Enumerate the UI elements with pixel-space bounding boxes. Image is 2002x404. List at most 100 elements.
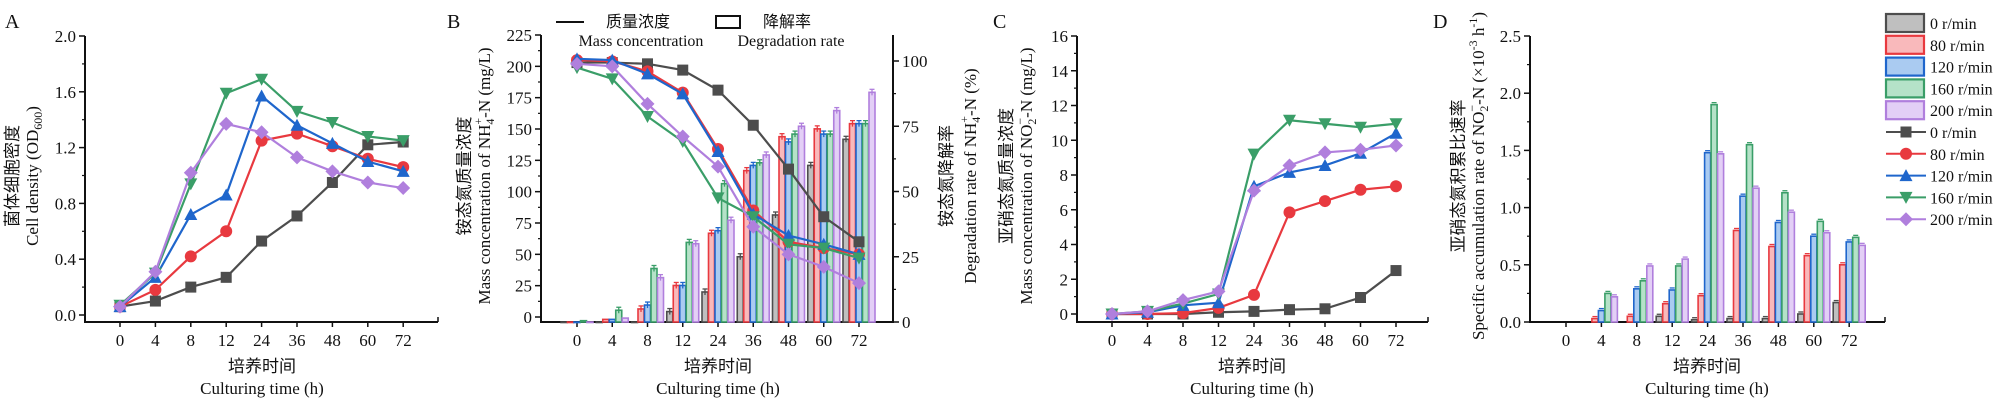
legend-line-label: 160 r/min (1930, 190, 1993, 207)
x-tick-label: 12 (1210, 331, 1227, 350)
x-tick-label: 24 (710, 331, 728, 350)
x-tick-label: 0 (116, 331, 125, 350)
bar-degradation-rate (678, 284, 687, 323)
data-point (781, 247, 796, 262)
bar (1832, 301, 1840, 323)
bar (1732, 229, 1741, 323)
data-point (149, 295, 161, 307)
legend-marker (1899, 212, 1913, 227)
x-tick-label: 4 (1597, 331, 1606, 350)
y-tick-label: 0.8 (55, 194, 76, 213)
data-point (746, 219, 761, 234)
panel-b-xlabel: Culturing time (h) (656, 379, 780, 398)
bar (1797, 313, 1805, 323)
y-tick-label: 6 (1060, 201, 1069, 220)
bar (1726, 317, 1734, 323)
bar (1639, 280, 1648, 323)
bar (1633, 288, 1641, 323)
data-point (1282, 158, 1297, 173)
bar-degradation-rate (608, 318, 617, 323)
y-tick-label: 0.0 (1500, 313, 1521, 332)
data-point (1355, 291, 1366, 303)
panel-letter-a: A (5, 11, 20, 33)
data-point (605, 73, 619, 86)
data-point (1248, 305, 1260, 317)
x-tick-label: 0 (573, 331, 582, 350)
bar (1803, 254, 1812, 323)
bar-degradation-rate (685, 241, 694, 323)
y-tick-label: 150 (507, 120, 533, 139)
x-tick-label: 48 (1317, 331, 1334, 350)
data-point (1247, 148, 1261, 161)
bar-degradation-rate (701, 291, 709, 323)
panel-b-legend: 质量浓度 Mass concentration 降解率 Degradation … (556, 13, 845, 50)
data-point (291, 210, 303, 222)
bar (1610, 296, 1619, 323)
data-point (1283, 206, 1296, 219)
panel-a-xlabel-cn: 培养时间 (228, 357, 296, 376)
x-tick-label: 72 (851, 331, 868, 350)
data-point (818, 211, 830, 223)
data-point (360, 175, 375, 190)
panel-letter-b: B (447, 11, 460, 33)
legend-bar-swatch (1884, 100, 1926, 121)
y2-tick-label: 100 (902, 52, 928, 71)
y2-tick-label: 75 (902, 117, 919, 136)
bar-degradation-rate (573, 321, 581, 324)
data-point (783, 163, 794, 175)
panel-a-ylabel-cn: 菌体细胞密度 (3, 125, 22, 227)
data-point (361, 155, 375, 168)
data-point (148, 264, 163, 279)
bar (1646, 265, 1654, 323)
y2-tick-label: 25 (902, 248, 919, 267)
data-point (325, 164, 340, 179)
panel-c-xlabel: Culturing time (h) (1190, 379, 1314, 398)
y-tick-label: 100 (507, 183, 533, 202)
data-point (185, 281, 197, 293)
bar-degradation-rate (819, 133, 828, 323)
y-tick-label: 0.0 (55, 306, 76, 325)
x-tick-label: 8 (187, 331, 196, 350)
data-point (219, 87, 233, 100)
y-tick-label: 225 (507, 26, 533, 45)
data-point (642, 58, 653, 70)
y2-tick-label: 0 (902, 313, 911, 332)
bar-degradation-rate (736, 255, 745, 323)
panel-a-xlabel: Culturing time (h) (200, 379, 324, 398)
data-point (1389, 118, 1403, 131)
bar-degradation-rate (806, 164, 815, 323)
bar (1668, 289, 1676, 323)
legend-line-label: 80 r/min (1930, 147, 1985, 164)
legend-bar-swatch (1884, 56, 1926, 77)
data-point (290, 150, 304, 165)
data-point (711, 145, 725, 158)
data-point (1211, 284, 1226, 299)
x-tick-label: 4 (151, 331, 160, 350)
panel-b-y2label: Degradation rate of NH4+-N (%) (957, 68, 983, 283)
y-tick-label: 16 (1051, 27, 1068, 46)
data-point (326, 176, 338, 188)
data-point (641, 67, 654, 80)
data-point (676, 87, 690, 100)
panel-a-cell-density-chart: 培养时间 Culturing time (h) 菌体细胞密度 Cell dens… (3, 27, 439, 398)
legend-marker (1900, 147, 1912, 160)
bar (1703, 151, 1712, 323)
y-tick-label: 14 (1051, 62, 1069, 81)
data-point (712, 84, 724, 96)
data-point (817, 242, 831, 255)
x-tick-label: 60 (815, 331, 832, 350)
data-point (362, 139, 374, 151)
y-tick-label: 1.5 (1500, 141, 1521, 160)
data-point (816, 259, 831, 274)
panel-b-ylabel: Mass concentration of NH4+-N (mg/L) (471, 48, 497, 305)
bar-degradation-rate (621, 317, 630, 323)
bar-degradation-rate (656, 276, 665, 323)
data-point (184, 208, 198, 221)
data-point (1389, 138, 1403, 153)
bar-degradation-rate (861, 122, 870, 323)
x-tick-label: 24 (253, 331, 271, 350)
bar (1597, 309, 1606, 323)
y-tick-label: 0 (524, 308, 533, 327)
bar (1823, 231, 1831, 323)
